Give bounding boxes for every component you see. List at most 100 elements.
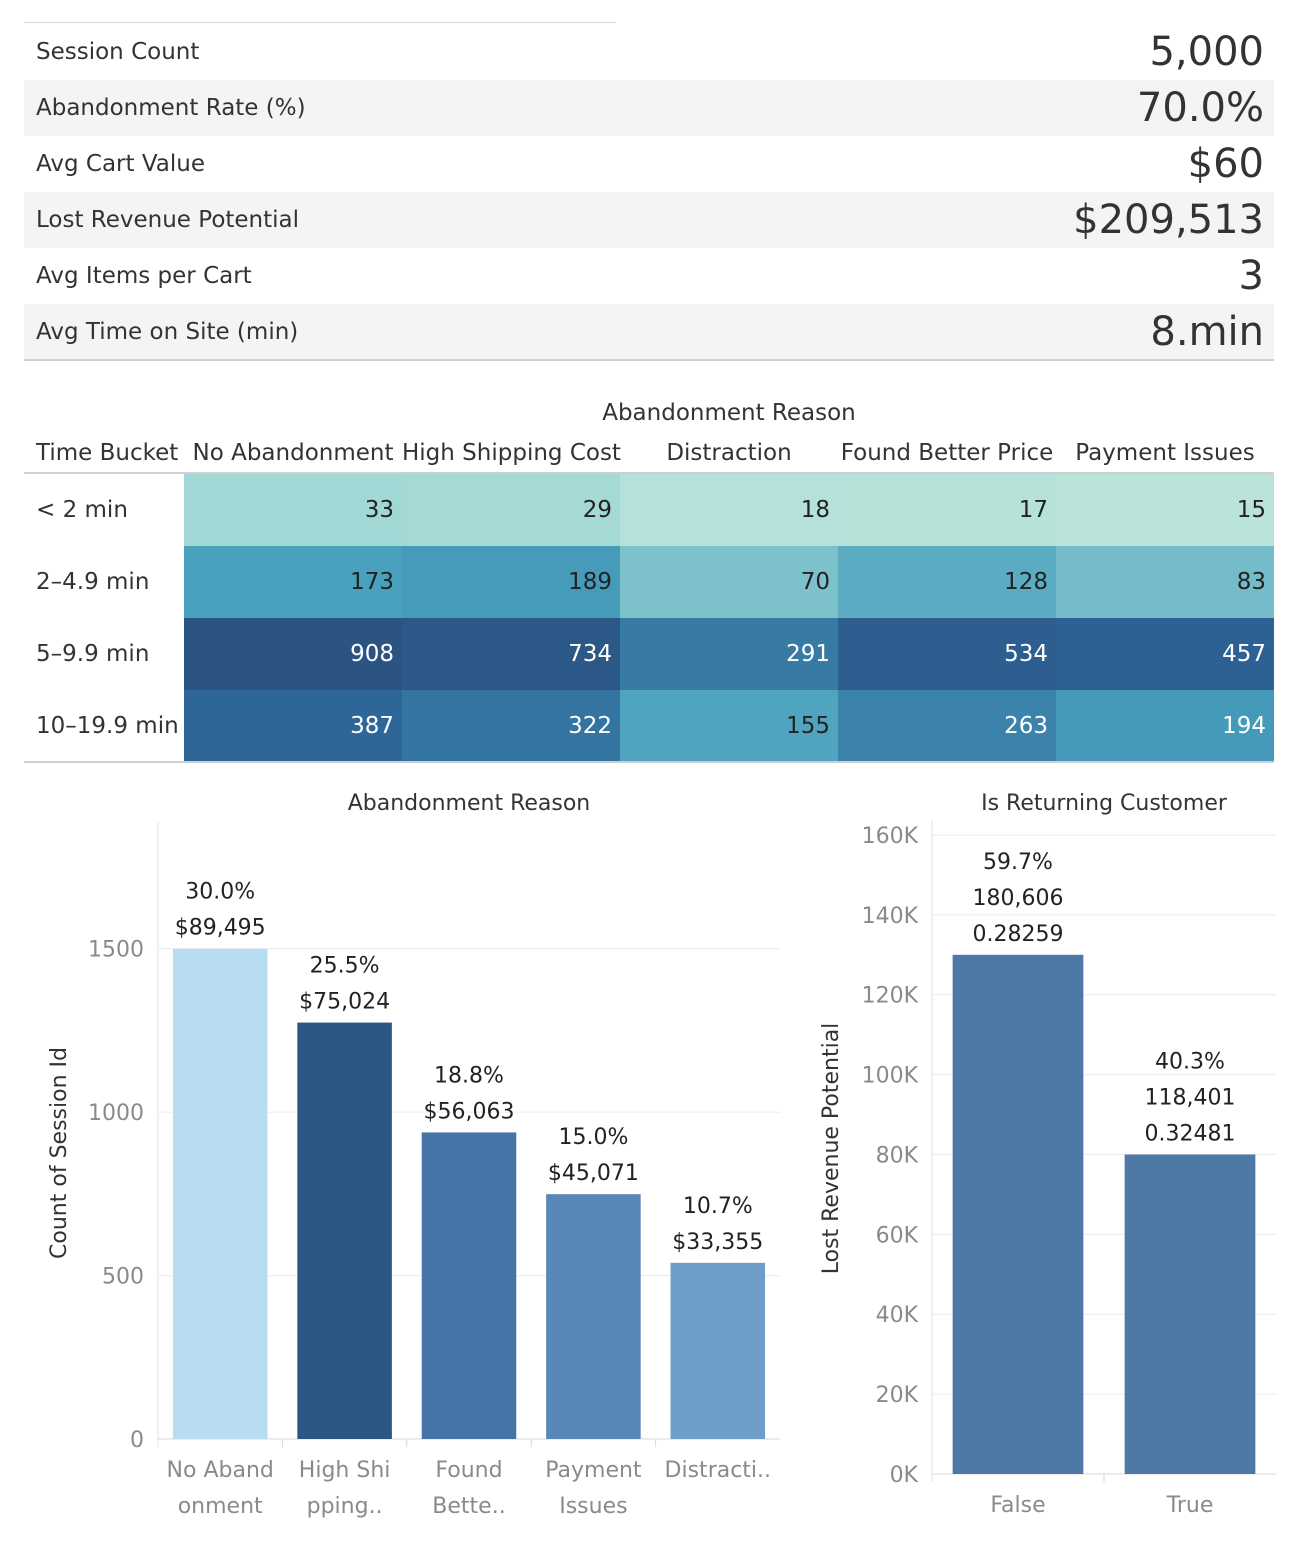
data-label: 18.8% — [434, 1063, 504, 1088]
heatmap-row-label: < 2 min — [36, 497, 128, 523]
data-label: $89,495 — [175, 916, 266, 941]
bar — [952, 954, 1084, 1474]
kpi-value: 5,000 — [1149, 29, 1264, 75]
heatmap-cell: 70 — [620, 546, 838, 618]
kpi-value: $209,513 — [1073, 197, 1264, 243]
heatmap-title: Abandonment Reason — [602, 400, 856, 426]
y-tick-label: 100K — [862, 1064, 919, 1089]
heatmap-header-border — [24, 472, 1274, 474]
data-label: $33,355 — [672, 1230, 763, 1255]
x-tick-label: Distracti.. — [665, 1458, 772, 1483]
heatmap-cell: 734 — [402, 618, 620, 690]
data-label: $56,063 — [424, 1099, 515, 1124]
bar — [172, 948, 268, 1439]
bar — [1124, 1154, 1256, 1474]
heatmap-cell: 189 — [402, 546, 620, 618]
kpi-label: Abandonment Rate (%) — [36, 95, 306, 121]
returning-customer-bar-chart: Is Returning Customer 0K 20K 40K 60K 80K 100K 1… — [819, 791, 1276, 1518]
heatmap-cell: 17 — [838, 474, 1056, 546]
kpi-label: Session Count — [36, 39, 200, 65]
x-tick-label: onment — [178, 1494, 263, 1519]
data-label: 15.0% — [558, 1125, 628, 1150]
kpi-row-avg-time: Avg Time on Site (min) 8.min — [24, 304, 1274, 360]
heatmap-row-label: 5–9.9 min — [36, 641, 150, 667]
kpi-bottom-border — [24, 359, 1274, 361]
data-label: 0.32481 — [1145, 1121, 1236, 1146]
y-tick-label: 40K — [876, 1303, 919, 1328]
heatmap-cell: 387 — [184, 690, 402, 762]
heatmap-bottom-border — [24, 761, 1274, 763]
kpi-row-avg-items: Avg Items per Cart 3 — [24, 248, 1274, 304]
y-axis-title: Lost Revenue Potential — [819, 1023, 844, 1275]
data-label: $45,071 — [548, 1161, 639, 1186]
heatmap-row-label: 10–19.9 min — [36, 713, 179, 739]
bar — [297, 1022, 392, 1439]
x-tick-label: True — [1166, 1493, 1214, 1518]
heatmap-column-header: No Abandonment — [192, 440, 394, 466]
kpi-label: Lost Revenue Potential — [36, 207, 300, 233]
heatmap-cell: 15 — [1056, 474, 1274, 546]
heatmap-column-header: Found Better Price — [840, 440, 1054, 466]
y-tick-label: 80K — [876, 1143, 919, 1168]
kpi-label: Avg Cart Value — [36, 151, 206, 177]
bar — [670, 1262, 766, 1439]
x-tick-label: High Shi — [299, 1458, 391, 1483]
data-label: 59.7% — [983, 850, 1053, 875]
chart-title: Is Returning Customer — [981, 791, 1228, 816]
heatmap: Abandonment Reason Time Bucket No Abando… — [0, 0, 1298, 770]
kpi-value: 8.min — [1150, 309, 1264, 355]
heatmap-cell: 18 — [620, 474, 838, 546]
kpi-top-border — [24, 22, 616, 23]
data-label: 180,606 — [973, 886, 1064, 911]
kpi-value: 3 — [1238, 253, 1264, 299]
kpi-row-abandonment-rate: Abandonment Rate (%) 70.0% — [24, 80, 1274, 136]
data-label: 30.0% — [185, 880, 255, 905]
data-label: 10.7% — [683, 1194, 753, 1219]
y-tick-label: 120K — [862, 984, 919, 1009]
kpi-row-session-count: Session Count 5,000 — [24, 24, 1274, 80]
y-tick-label: 140K — [862, 904, 919, 929]
heatmap-cell: 908 — [184, 618, 402, 690]
y-tick-label: 160K — [862, 824, 919, 849]
kpi-value: $60 — [1187, 141, 1264, 187]
bar — [546, 1194, 641, 1439]
kpi-row-lost-revenue: Lost Revenue Potential $209,513 — [24, 192, 1274, 248]
x-tick-label: Payment — [545, 1458, 642, 1483]
heatmap-cell: 457 — [1056, 618, 1274, 690]
y-tick-label: 20K — [876, 1383, 919, 1408]
heatmap-cell: 173 — [184, 546, 402, 618]
heatmap-row-header: Time Bucket — [36, 440, 179, 466]
kpi-label: Avg Items per Cart — [36, 263, 252, 289]
y-tick-label: 1500 — [88, 938, 144, 963]
y-axis-title: Count of Session Id — [47, 1047, 72, 1259]
data-label: 40.3% — [1155, 1049, 1225, 1074]
x-tick-label: Issues — [559, 1494, 627, 1519]
data-label: 25.5% — [310, 954, 380, 979]
x-tick-label: No Aband — [167, 1458, 274, 1483]
heatmap-column-header: Payment Issues — [1075, 440, 1255, 466]
kpi-value: 70.0% — [1136, 85, 1264, 131]
heatmap-cell: 534 — [838, 618, 1056, 690]
y-tick-label: 500 — [102, 1265, 144, 1290]
heatmap-cell: 29 — [402, 474, 620, 546]
heatmap-column-header: High Shipping Cost — [402, 440, 621, 466]
heatmap-cell: 83 — [1056, 546, 1274, 618]
kpi-label: Avg Time on Site (min) — [36, 319, 299, 345]
heatmap-cell: 194 — [1056, 690, 1274, 762]
heatmap-cell: 291 — [620, 618, 838, 690]
abandonment-reason-bar-chart: Abandonment Reason 0 500 1000 1500 Count of S… — [47, 791, 780, 1519]
heatmap-cell: 128 — [838, 546, 1056, 618]
x-tick-label: Bette.. — [432, 1494, 505, 1519]
chart-title: Abandonment Reason — [348, 791, 591, 816]
data-label: 0.28259 — [973, 922, 1064, 947]
heatmap-cell: 322 — [402, 690, 620, 762]
heatmap-cell: 33 — [184, 474, 402, 546]
data-label: $75,024 — [299, 990, 390, 1015]
y-tick-label: 1000 — [88, 1101, 144, 1126]
heatmap-row-label: 2–4.9 min — [36, 569, 150, 595]
x-tick-label: Found — [435, 1458, 502, 1483]
x-tick-label: False — [990, 1493, 1045, 1518]
bar — [421, 1132, 517, 1439]
data-label: 118,401 — [1145, 1085, 1236, 1110]
x-tick-label: pping.. — [307, 1494, 383, 1519]
